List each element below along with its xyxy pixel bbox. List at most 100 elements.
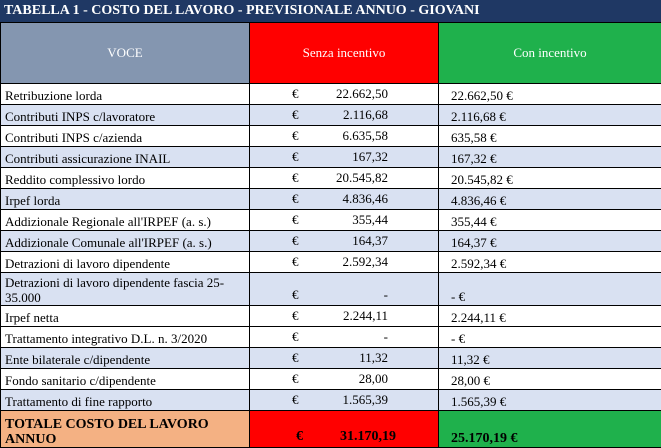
header-senza-incentivo: Senza incentivo: [250, 23, 439, 84]
senza-incentivo-amount: -: [384, 329, 388, 345]
currency-symbol: €: [292, 371, 299, 387]
row-label: Addizionale Comunale all'IRPEF (a. s.): [1, 231, 250, 252]
senza-incentivo-amount: 22.662,50: [336, 86, 388, 102]
row-label: Contributi assicurazione INAIL: [1, 147, 250, 168]
senza-incentivo-cell: €-: [250, 273, 439, 306]
table-row: Addizionale Regionale all'IRPEF (a. s.)€…: [1, 210, 661, 231]
total-senza-incentivo-cell: €31.170,19: [250, 411, 439, 448]
row-label: Irpef netta: [1, 306, 250, 327]
senza-incentivo-amount: 4.836,46: [343, 191, 389, 207]
senza-incentivo-cell: €2.116,68: [250, 105, 439, 126]
con-incentivo-amount: 355,44 €: [439, 210, 661, 231]
row-label: Detrazioni di lavoro dipendente: [1, 252, 250, 273]
currency-symbol: €: [292, 191, 299, 207]
currency-symbol: €: [292, 107, 299, 123]
currency-symbol: €: [292, 233, 299, 249]
row-label: Trattamento integrativo D.L. n. 3/2020: [1, 327, 250, 348]
senza-incentivo-amount: 164,37: [352, 233, 388, 249]
con-incentivo-amount: 11,32 €: [439, 348, 661, 369]
row-label: Ente bilaterale c/dipendente: [1, 348, 250, 369]
row-label: Irpef lorda: [1, 189, 250, 210]
con-incentivo-amount: 2.592,34 €: [439, 252, 661, 273]
currency-symbol: €: [292, 308, 299, 324]
con-incentivo-amount: 2.116,68 €: [439, 105, 661, 126]
senza-incentivo-cell: €11,32: [250, 348, 439, 369]
senza-incentivo-cell: €-: [250, 327, 439, 348]
total-label: TOTALE COSTO DEL LAVORO ANNUO: [1, 411, 250, 448]
senza-incentivo-cell: €167,32: [250, 147, 439, 168]
senza-incentivo-cell: €2.244,11: [250, 306, 439, 327]
con-incentivo-amount: 4.836,46 €: [439, 189, 661, 210]
total-senza-incentivo-amount: 31.170,19: [340, 429, 396, 445]
con-incentivo-amount: 1.565,39 €: [439, 390, 661, 411]
senza-incentivo-cell: €2.592,34: [250, 252, 439, 273]
currency-symbol: €: [292, 170, 299, 186]
senza-incentivo-cell: €22.662,50: [250, 84, 439, 105]
row-label: Reddito complessivo lordo: [1, 168, 250, 189]
row-label: Fondo sanitario c/dipendente: [1, 369, 250, 390]
senza-incentivo-cell: €355,44: [250, 210, 439, 231]
header-con-incentivo: Con incentivo: [439, 23, 661, 84]
senza-incentivo-cell: €28,00: [250, 369, 439, 390]
table-row: Trattamento integrativo D.L. n. 3/2020€-…: [1, 327, 661, 348]
senza-incentivo-amount: 6.635,58: [343, 128, 389, 144]
senza-incentivo-cell: €6.635,58: [250, 126, 439, 147]
senza-incentivo-amount: 2.244,11: [343, 308, 388, 324]
currency-symbol: €: [292, 350, 299, 366]
senza-incentivo-amount: 167,32: [352, 149, 388, 165]
currency-symbol: €: [292, 287, 299, 303]
header-voce: VOCE: [1, 23, 250, 84]
senza-incentivo-amount: 11,32: [359, 350, 388, 366]
senza-incentivo-amount: 28,00: [359, 371, 388, 387]
senza-incentivo-amount: 20.545,82: [336, 170, 388, 186]
con-incentivo-amount: - €: [439, 327, 661, 348]
senza-incentivo-amount: 1.565,39: [343, 392, 389, 408]
header-row: VOCE Senza incentivo Con incentivo: [1, 23, 661, 84]
senza-incentivo-cell: €20.545,82: [250, 168, 439, 189]
currency-symbol: €: [292, 149, 299, 165]
currency-symbol: €: [292, 212, 299, 228]
senza-incentivo-cell: €164,37: [250, 231, 439, 252]
currency-symbol: €: [296, 429, 303, 445]
senza-incentivo-cell: €4.836,46: [250, 189, 439, 210]
con-incentivo-amount: 167,32 €: [439, 147, 661, 168]
row-label: Detrazioni di lavoro dipendente fascia 2…: [1, 273, 250, 306]
con-incentivo-amount: 28,00 €: [439, 369, 661, 390]
row-label: Contributi INPS c/azienda: [1, 126, 250, 147]
row-label: Retribuzione lorda: [1, 84, 250, 105]
con-incentivo-amount: 2.244,11 €: [439, 306, 661, 327]
senza-incentivo-cell: €1.565,39: [250, 390, 439, 411]
currency-symbol: €: [292, 329, 299, 345]
con-incentivo-amount: - €: [439, 273, 661, 306]
con-incentivo-amount: 20.545,82 €: [439, 168, 661, 189]
con-incentivo-amount: 22.662,50 €: [439, 84, 661, 105]
senza-incentivo-amount: 2.592,34: [343, 254, 389, 270]
currency-symbol: €: [292, 392, 299, 408]
senza-incentivo-amount: 355,44: [352, 212, 388, 228]
currency-symbol: €: [292, 86, 299, 102]
currency-symbol: €: [292, 254, 299, 270]
row-label: Contributi INPS c/lavoratore: [1, 105, 250, 126]
currency-symbol: €: [292, 128, 299, 144]
table-row: Addizionale Comunale all'IRPEF (a. s.)€1…: [1, 231, 661, 252]
senza-incentivo-amount: -: [384, 287, 388, 303]
con-incentivo-amount: 635,58 €: [439, 126, 661, 147]
row-label: Addizionale Regionale all'IRPEF (a. s.): [1, 210, 250, 231]
cost-table: VOCE Senza incentivo Con incentivo Retri…: [0, 22, 661, 448]
table-row: Detrazioni di lavoro dipendente fascia 2…: [1, 273, 661, 306]
con-incentivo-amount: 164,37 €: [439, 231, 661, 252]
table-row: Detrazioni di lavoro dipendente€2.592,34…: [1, 252, 661, 273]
row-label: Trattamento di fine rapporto: [1, 390, 250, 411]
